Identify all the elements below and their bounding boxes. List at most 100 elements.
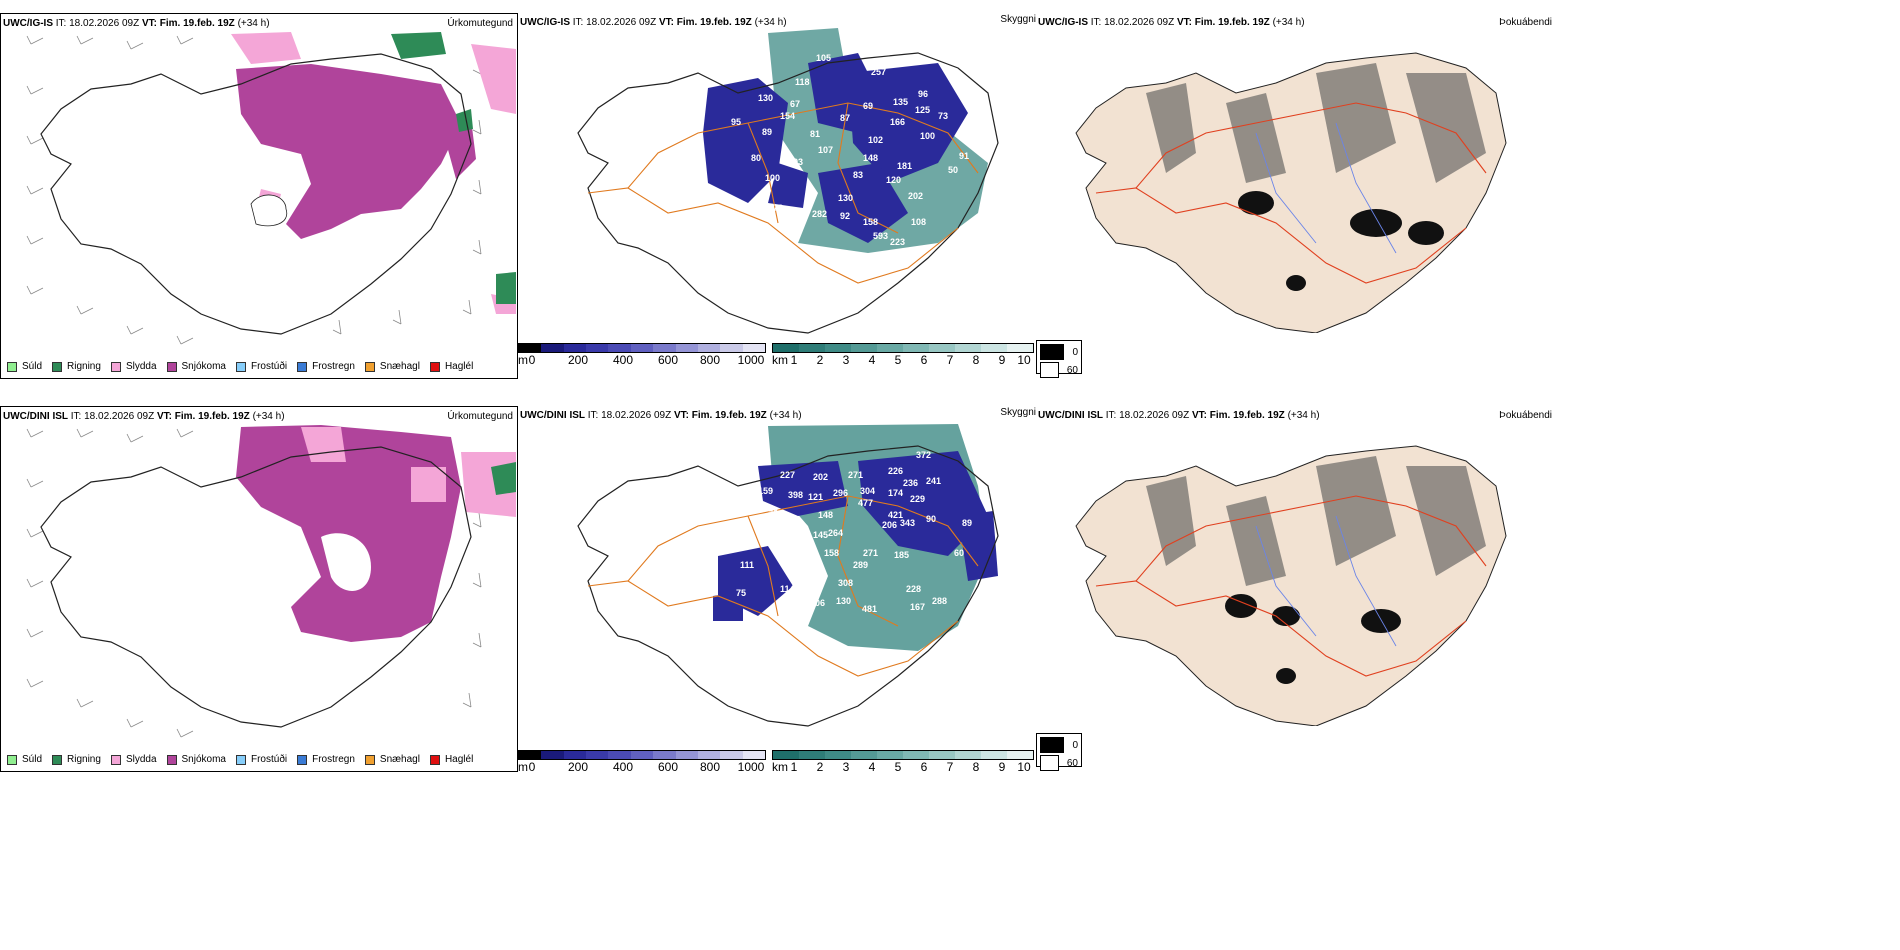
panel-field-label: Skyggni [1000, 14, 1036, 25]
vis-label: 125 [915, 105, 930, 115]
vis-label: 107 [818, 145, 833, 155]
iceland-outline [577, 445, 999, 727]
vis-label: 257 [871, 67, 886, 77]
vis-label: 73 [773, 203, 783, 213]
legend-item-snow: Snjókoma [166, 754, 226, 765]
vis-label: 296 [833, 488, 848, 498]
legend-item-hail: Haglél [429, 754, 473, 765]
vis-label: 75 [736, 588, 746, 598]
vis-label: 226 [888, 466, 903, 476]
fog-index-scale-top: 0 60 [1036, 340, 1082, 378]
legend-item-snow-grains: Snæhagl [364, 754, 420, 765]
vis-label: 202 [813, 472, 828, 482]
rivers [1255, 122, 1397, 254]
legend-item-freezing-rain: Frostregn [297, 361, 355, 372]
vis-label: 60 [954, 548, 964, 558]
vis-label: 90 [926, 514, 936, 524]
vis-label: 289 [853, 560, 868, 570]
fog-dense [1225, 594, 1401, 684]
vis-label: 227 [780, 470, 795, 480]
vis-label: 89 [962, 518, 972, 528]
iceland-outline [40, 446, 472, 728]
vis-label: 120 [886, 175, 901, 185]
rivers [1255, 515, 1397, 647]
vis-label: 87 [840, 113, 850, 123]
panel-field-label: Úrkomutegund [447, 18, 513, 29]
vis-label: 223 [890, 237, 905, 247]
panel-field-label: Þokuábendi [1499, 17, 1552, 28]
fog-index-map [1075, 52, 1507, 333]
vis-label: 398 [788, 490, 803, 500]
snow-areas [236, 64, 476, 239]
legend-item-sleet: Slydda [110, 361, 157, 372]
vis-label: 148 [863, 153, 878, 163]
vis-label: 343 [900, 518, 915, 528]
vis-label: 288 [932, 596, 947, 606]
legend-item-snow-grains: Snæhagl [364, 361, 420, 372]
vis-label: 185 [894, 550, 909, 560]
panel-title: UWC/IG-IS IT: 18.02.2026 09Z VT: Fim. 19… [3, 18, 270, 29]
vis-label: 145 [813, 530, 828, 540]
vis-label: 98 [768, 506, 778, 516]
legend-item-freezing-rain: Frostregn [297, 754, 355, 765]
vis-label: 181 [897, 161, 912, 171]
legend-item-freezing-drizzle: Frostúði [235, 361, 287, 372]
vis-label: 148 [818, 510, 833, 520]
vis-label: 228 [906, 584, 921, 594]
vis-label: 105 [816, 53, 831, 63]
vis-label: 114 [780, 584, 795, 594]
vis-label: 73 [938, 111, 948, 121]
visibility-m-areas [703, 53, 968, 243]
vis-label: 271 [848, 470, 863, 480]
vis-label: 308 [838, 578, 853, 588]
rain-areas [491, 462, 516, 495]
vis-label: 229 [910, 494, 925, 504]
roads [1095, 102, 1487, 284]
panel-title: UWC/IG-IS IT: 18.02.2026 09Z VT: Fim. 19… [520, 17, 787, 28]
vis-label: 158 [863, 217, 878, 227]
vis-label: 91 [959, 151, 969, 161]
panel-field-label: Úrkomutegund [447, 411, 513, 422]
vis-label: 264 [828, 528, 843, 538]
legend-item-drizzle: Súld [7, 361, 42, 372]
vis-label: 421 [888, 510, 903, 520]
vis-label: 87 [713, 213, 723, 223]
legend-item-snow: Snjókoma [166, 361, 226, 372]
vis-label: 236 [903, 478, 918, 488]
vis-label: 89 [762, 127, 772, 137]
vis-label: 96 [918, 89, 928, 99]
vis-label: 69 [863, 101, 873, 111]
panel-fog-index-bottom: UWC/DINI ISL IT: 18.02.2026 09Z VT: Fim.… [1036, 406, 1556, 726]
vis-label: 95 [731, 117, 741, 127]
panel-field-label: Skyggni [1000, 407, 1036, 418]
vis-label: 118 [795, 77, 810, 87]
iceland-outline [40, 53, 472, 335]
vis-label: 130 [758, 93, 773, 103]
vis-label: 100 [920, 131, 935, 141]
fog-index-map [1075, 445, 1507, 726]
vis-label: 202 [908, 191, 923, 201]
panel-title: UWC/DINI ISL IT: 18.02.2026 09Z VT: Fim.… [1038, 410, 1320, 421]
visibility-km-colorbar: km 1 2 3 4 5 6 7 8 9 10 [772, 750, 1034, 772]
visibility-m-colorbar: m 0 200 400 600 800 1000 [518, 343, 766, 367]
visibility-value-labels: 372 226 227 202 271 236 241 159 398 121 … [736, 450, 972, 614]
vis-label: 372 [916, 450, 931, 460]
vis-label: 87 [964, 129, 974, 139]
legend-item-freezing-drizzle: Frostúði [235, 754, 287, 765]
vis-label: 593 [873, 231, 888, 241]
panel-precip-type-bottom: UWC/DINI ISL IT: 18.02.2026 09Z VT: Fim.… [0, 406, 518, 772]
panel-title: UWC/IG-IS IT: 18.02.2026 09Z VT: Fim. 19… [1038, 17, 1305, 28]
iceland-outline [577, 52, 999, 334]
legend-item-hail: Haglél [429, 361, 473, 372]
vis-label: 81 [810, 129, 820, 139]
vis-label: 121 [808, 492, 823, 502]
legend-item-rain: Rigning [52, 754, 101, 765]
vis-label: 59 [733, 200, 743, 210]
vis-label: 92 [840, 211, 850, 221]
legend-item-sleet: Slydda [110, 754, 157, 765]
legend-item-drizzle: Súld [7, 754, 42, 765]
precip-type-legend: Súld Rigning Slydda Snjókoma Frostúði Fr… [7, 361, 483, 372]
panel-visibility-top: UWC/IG-IS IT: 18.02.2026 09Z VT: Fim. 19… [518, 13, 1038, 379]
panel-title: UWC/DINI ISL IT: 18.02.2026 09Z VT: Fim.… [520, 410, 802, 421]
vis-label: 477 [858, 498, 873, 508]
